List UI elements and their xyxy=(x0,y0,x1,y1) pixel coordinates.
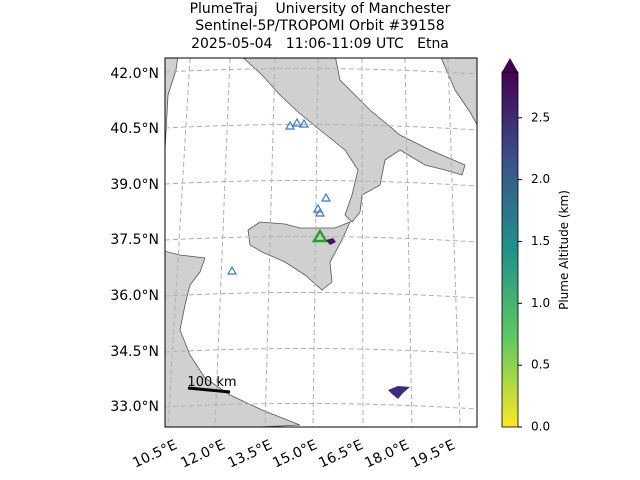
stations xyxy=(226,117,332,275)
scale-label: 100 km xyxy=(187,375,236,390)
graticule xyxy=(165,58,477,427)
lon-label: 15.0°E xyxy=(270,437,319,471)
lat-label: 37.5°N xyxy=(110,232,159,248)
title-line: 2025-05-04 11:06-11:09 UTC Etna xyxy=(191,36,449,52)
lon-label: 12.0°E xyxy=(178,437,227,471)
colorbar-tick-label: 2.5 xyxy=(531,110,550,124)
colorbar-tick-label: 1.0 xyxy=(531,296,550,310)
lat-label: 42.0°N xyxy=(110,66,159,82)
lat-label: 36.0°N xyxy=(110,288,159,304)
colorbar-body xyxy=(501,71,519,428)
volcano-marker xyxy=(311,228,329,243)
colorbar-tick-label: 2.0 xyxy=(531,172,550,186)
colorbar-tick-label: 0.5 xyxy=(531,358,550,372)
land xyxy=(242,58,466,223)
map: 100 km xyxy=(165,58,477,427)
colorbar-tick-label: 1.5 xyxy=(531,234,550,248)
colorbar-label: Plume Altitude (km) xyxy=(557,190,571,310)
lon-label: 16.5°E xyxy=(316,437,365,471)
title-line: PlumeTraj University of Manchester xyxy=(190,1,451,17)
land xyxy=(165,250,301,427)
lat-label: 33.0°N xyxy=(110,399,159,415)
lon-label: 18.0°E xyxy=(362,437,411,471)
lon-label: 10.5°E xyxy=(130,437,179,471)
lat-label: 39.0°N xyxy=(110,177,159,193)
lat-label: 40.5°N xyxy=(110,121,159,137)
land xyxy=(440,58,477,126)
title-line: Sentinel-5P/TROPOMI Orbit #39158 xyxy=(195,18,444,34)
lon-label: 13.5°E xyxy=(225,437,274,471)
plume xyxy=(388,386,410,399)
lon-label: 19.5°E xyxy=(408,437,457,471)
lat-label: 34.5°N xyxy=(110,344,159,360)
colorbar xyxy=(501,58,519,428)
colorbar-tick-label: 0.0 xyxy=(531,420,550,434)
scale-bar xyxy=(187,386,231,394)
colorbar-extend xyxy=(502,58,518,72)
plume xyxy=(326,238,336,245)
land xyxy=(165,58,179,151)
map-frame xyxy=(164,57,478,428)
